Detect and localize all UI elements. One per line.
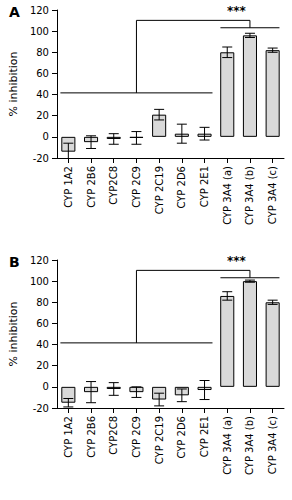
svg-text:20: 20 xyxy=(36,110,49,121)
svg-text:40: 40 xyxy=(36,339,49,350)
svg-text:CYP 2B6: CYP 2B6 xyxy=(86,416,97,458)
svg-text:CYP 2C9: CYP 2C9 xyxy=(131,166,142,208)
svg-text:-20: -20 xyxy=(33,403,49,414)
svg-text:0: 0 xyxy=(43,131,49,142)
svg-text:CYP 2E1: CYP 2E1 xyxy=(199,166,210,207)
svg-text:CYP 2E1: CYP 2E1 xyxy=(199,416,210,457)
svg-text:20: 20 xyxy=(36,360,49,371)
svg-text:CYP 2B6: CYP 2B6 xyxy=(86,166,97,208)
svg-text:% inhibition: % inhibition xyxy=(7,51,20,116)
svg-text:CYP2C8: CYP2C8 xyxy=(108,166,119,205)
svg-text:100: 100 xyxy=(30,26,49,37)
svg-text:CYP2C8: CYP2C8 xyxy=(108,416,119,455)
svg-text:120: 120 xyxy=(30,255,49,266)
svg-text:40: 40 xyxy=(36,89,49,100)
svg-text:CYP 3A4 (c): CYP 3A4 (c) xyxy=(267,166,278,224)
svg-text:CYP 2C19: CYP 2C19 xyxy=(154,166,165,214)
svg-text:CYP 2D6: CYP 2D6 xyxy=(176,166,187,209)
svg-text:CYP 1A2: CYP 1A2 xyxy=(63,166,74,208)
svg-text:CYP 3A4 (a): CYP 3A4 (a) xyxy=(222,166,233,225)
svg-text:***: *** xyxy=(227,254,247,268)
svg-text:120: 120 xyxy=(30,5,49,16)
svg-text:60: 60 xyxy=(36,318,49,329)
svg-text:% inhibition: % inhibition xyxy=(7,301,20,366)
svg-text:CYP 3A4 (b): CYP 3A4 (b) xyxy=(244,166,255,225)
svg-text:A: A xyxy=(9,4,20,20)
svg-text:80: 80 xyxy=(36,47,49,58)
svg-text:CYP 2D6: CYP 2D6 xyxy=(176,416,187,459)
svg-text:60: 60 xyxy=(36,68,49,79)
svg-text:CYP 3A4 (b): CYP 3A4 (b) xyxy=(244,416,255,475)
svg-text:CYP 3A4 (a): CYP 3A4 (a) xyxy=(222,416,233,475)
svg-text:CYP 3A4 (c): CYP 3A4 (c) xyxy=(267,416,278,474)
svg-text:CYP 2C19: CYP 2C19 xyxy=(154,416,165,464)
svg-text:-20: -20 xyxy=(33,153,49,164)
svg-text:CYP 1A2: CYP 1A2 xyxy=(63,416,74,458)
svg-text:0: 0 xyxy=(43,381,49,392)
svg-text:***: *** xyxy=(227,4,247,18)
svg-text:B: B xyxy=(9,254,20,270)
svg-text:80: 80 xyxy=(36,297,49,308)
svg-text:CYP 2C9: CYP 2C9 xyxy=(131,416,142,458)
svg-text:100: 100 xyxy=(30,276,49,287)
